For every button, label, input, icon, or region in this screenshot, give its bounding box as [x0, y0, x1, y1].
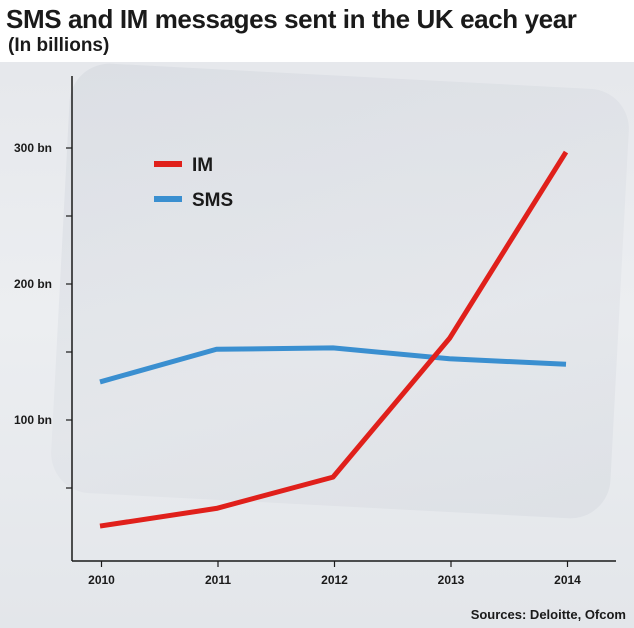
sms-series-line — [99, 345, 567, 385]
x-tick-label: 2013 — [438, 573, 465, 587]
chart-title: SMS and IM messages sent in the UK each … — [6, 4, 577, 34]
y-tick-label: 300 bn — [14, 141, 52, 155]
y-tick-label: 200 bn — [14, 277, 52, 291]
legend-im-label: IM — [192, 155, 213, 176]
x-tick-label: 2010 — [88, 573, 115, 587]
title-block: SMS and IM messages sent in the UK each … — [0, 0, 634, 62]
im-series-line — [99, 150, 569, 529]
source-note: Sources: Deloitte, Ofcom — [470, 607, 626, 622]
chart-subtitle: (In billions) — [8, 35, 110, 56]
x-tick-label: 2014 — [554, 573, 581, 587]
legend-sms-label: SMS — [192, 190, 233, 211]
x-tick-label: 2011 — [205, 573, 231, 587]
x-tick-label: 2012 — [321, 573, 348, 587]
y-tick-label: 100 bn — [14, 413, 52, 427]
